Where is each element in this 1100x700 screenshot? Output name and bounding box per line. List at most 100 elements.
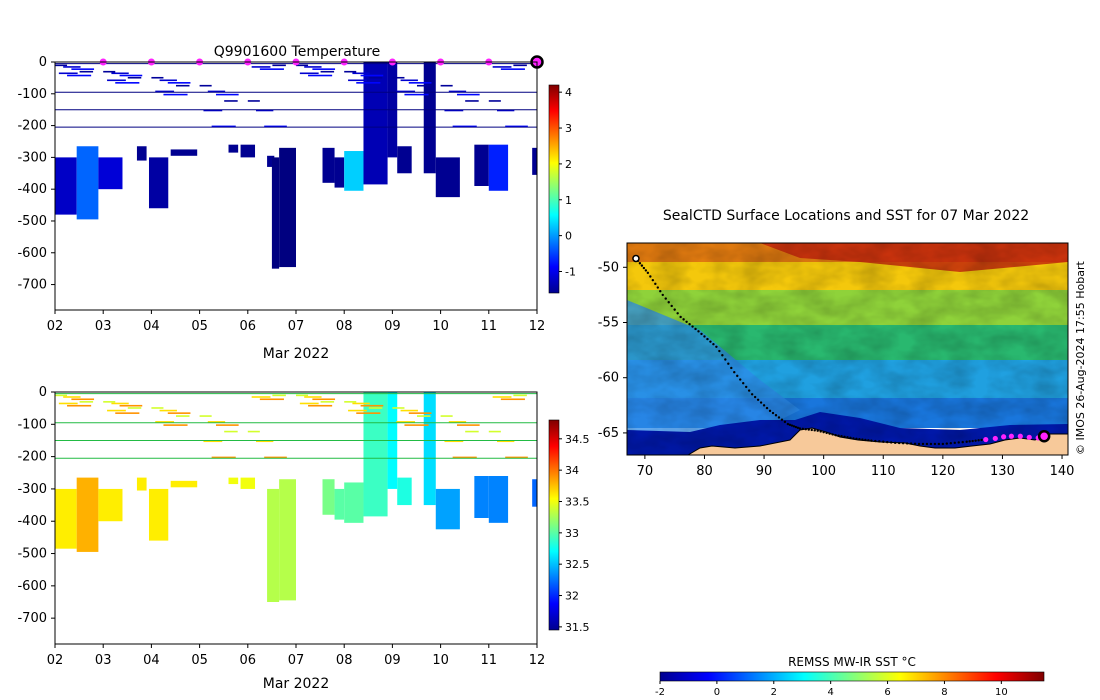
track-point [733, 370, 736, 374]
salinity-surface-streak [448, 421, 467, 423]
track-point [736, 374, 739, 378]
track-point [654, 282, 657, 286]
track-point [642, 266, 646, 270]
track-point [828, 432, 831, 435]
track-point [718, 349, 721, 353]
track-point [673, 308, 676, 311]
map-current-position-marker [1037, 429, 1051, 443]
track-point [846, 436, 849, 439]
salinity-surface-streak [215, 424, 239, 426]
temperature-profile-cell [55, 157, 77, 215]
temperature-surface-streak [119, 74, 143, 77]
track-point [801, 427, 805, 431]
track-point [646, 271, 650, 275]
salinity-surface-streak [175, 415, 190, 417]
salinity-cbar-tick-label: 34.5 [565, 433, 590, 446]
temperature-surface-streak [312, 68, 336, 70]
temperature-surface-streak [175, 84, 190, 87]
track-point [819, 430, 822, 433]
temperature-surface-streak [400, 79, 418, 82]
map-surface-marker [1017, 433, 1023, 439]
track-point [878, 440, 881, 443]
salinity-surface-streak [67, 404, 92, 407]
salinity-surface-streak [103, 401, 116, 403]
temperature-surface-streak [488, 100, 501, 102]
track-point [858, 437, 861, 441]
salinity-surface-streak [352, 402, 370, 405]
track-point [682, 318, 685, 321]
track-point [649, 275, 652, 278]
track-point [786, 422, 790, 426]
salinity-colorbar [548, 419, 560, 631]
salinity-profile-cell [279, 479, 296, 601]
salinity-profile-cell [322, 479, 335, 515]
salinity-surface-streak [119, 404, 143, 407]
map-xtick-label: 110 [871, 464, 896, 479]
track-point [670, 304, 673, 308]
track-point [700, 332, 703, 336]
temperature-surface-streak [215, 93, 239, 96]
salinity-profile-cell [267, 488, 280, 602]
temperature-profile-cell [271, 157, 280, 269]
salinity-surface-streak [396, 421, 416, 423]
salinity-profile-cell [423, 392, 436, 506]
temperature-cbar-tick-label: 0 [565, 230, 572, 243]
track-point [977, 439, 980, 442]
temperature-ytick-label: -200 [17, 119, 47, 134]
temperature-profile-cell [435, 157, 460, 198]
track-point [980, 438, 983, 442]
temperature-surface-streak [55, 64, 68, 67]
salinity-surface-streak [492, 396, 512, 398]
track-point [937, 442, 941, 446]
sst-colorbar-ticks: -2 0 2 4 6 8 10 [655, 681, 1008, 698]
temperature-xtick-label: 08 [336, 319, 353, 334]
track-point [974, 439, 977, 442]
temperature-surface-streak [255, 109, 274, 112]
temperature-surface-streak [505, 125, 528, 128]
salinity-surface-streak [71, 398, 95, 401]
track-point [901, 442, 905, 445]
temperature-xlabel: Mar 2022 [263, 346, 330, 362]
temperature-xtick-label: 02 [47, 319, 64, 334]
temperature-surface-streak [63, 66, 81, 68]
salinity-surface-streak [496, 440, 515, 443]
salinity-cbar-tick-label: 32.5 [565, 558, 590, 571]
track-point [709, 340, 712, 343]
temperature-xtick-label: 11 [481, 319, 498, 334]
salinity-profile-cell [136, 477, 147, 491]
track-point [933, 442, 937, 446]
temperature-surface-streak [224, 100, 238, 102]
salinity-surface-streak [264, 456, 287, 459]
salinity-surface-streak [356, 412, 381, 414]
track-point [798, 427, 802, 430]
sst-colorbar [659, 671, 1045, 682]
salinity-profile-cell [334, 488, 345, 520]
temperature-surface-streak [203, 109, 223, 112]
salinity-xtick-label: 04 [143, 653, 160, 668]
salinity-xtick-label: 03 [95, 653, 112, 668]
temperature-plot-title: Q9901600 Temperature [214, 44, 381, 60]
salinity-cbar-tick-label: 31.5 [565, 621, 590, 634]
track-point [640, 264, 644, 267]
track-point [886, 440, 889, 444]
salinity-surface-streak [505, 456, 528, 459]
track-point [831, 433, 834, 436]
track-point [813, 429, 816, 432]
track-point [644, 269, 648, 272]
temperature-surface-streak [111, 72, 129, 75]
track-point [777, 416, 781, 419]
track-point [804, 428, 807, 431]
track-point [753, 395, 757, 399]
track-point [742, 382, 745, 385]
map-title: SealCTD Surface Locations and SST for 07… [663, 208, 1029, 224]
track-point [893, 441, 897, 445]
salinity-surface-streak [259, 398, 284, 401]
salinity-xtick-label: 09 [384, 653, 401, 668]
temperature-cbar-tick-label: 2 [565, 158, 572, 171]
salinity-surface-streak [199, 415, 212, 417]
temperature-surface-streak [320, 70, 335, 73]
temperature-surface-streak [452, 125, 477, 128]
temperature-surface-streak [107, 79, 126, 82]
sst-colorbar-label: REMSS MW-IR SST °C [788, 655, 916, 669]
temperature-surface-streak [79, 70, 94, 73]
